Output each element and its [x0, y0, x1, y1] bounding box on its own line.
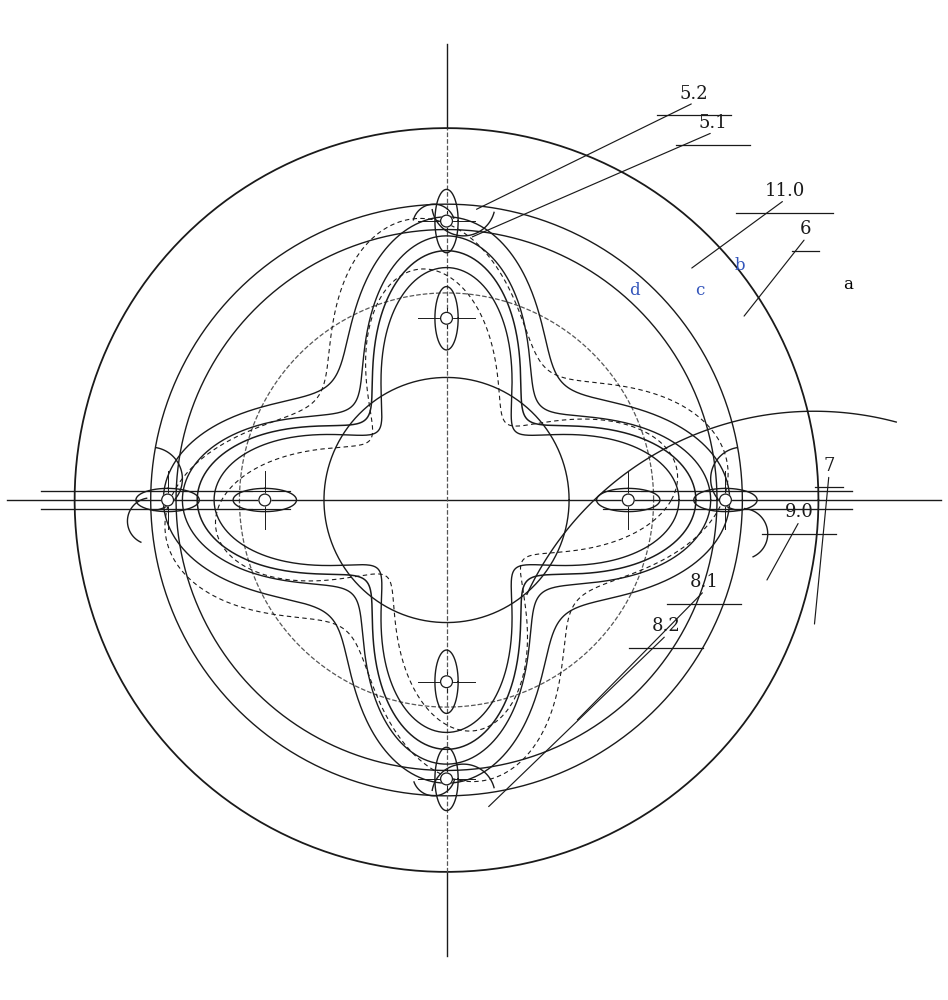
Circle shape [162, 494, 173, 506]
Text: 5.1: 5.1 [699, 114, 727, 132]
Text: a: a [843, 276, 853, 293]
Text: 8.2: 8.2 [652, 617, 681, 635]
Circle shape [441, 676, 452, 688]
Circle shape [622, 494, 634, 506]
Text: 5.2: 5.2 [680, 85, 708, 103]
Text: 9.0: 9.0 [785, 503, 813, 521]
Text: 8.1: 8.1 [690, 573, 719, 591]
Circle shape [259, 494, 271, 506]
Text: 11.0: 11.0 [764, 182, 805, 200]
Text: c: c [696, 282, 704, 299]
Circle shape [720, 494, 731, 506]
Circle shape [441, 312, 452, 324]
Text: 6: 6 [800, 220, 811, 238]
Text: 7: 7 [823, 457, 834, 475]
Text: b: b [735, 257, 745, 274]
Circle shape [441, 773, 452, 785]
Circle shape [441, 215, 452, 227]
Text: d: d [629, 282, 640, 299]
